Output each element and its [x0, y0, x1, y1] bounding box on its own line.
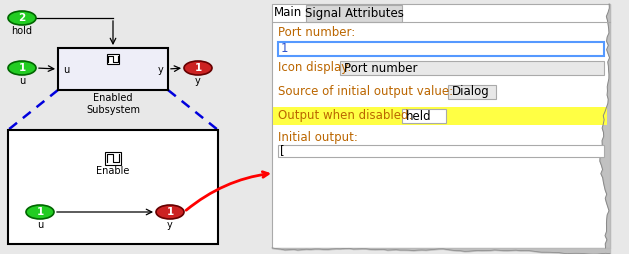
- Text: u: u: [37, 220, 43, 230]
- Bar: [272, 4, 610, 248]
- Text: Enabled
Subsystem: Enabled Subsystem: [86, 93, 140, 115]
- Text: Signal Attributes: Signal Attributes: [304, 7, 403, 20]
- Bar: [402, 109, 446, 123]
- Bar: [306, 5, 402, 22]
- Bar: [105, 151, 121, 165]
- Bar: [273, 107, 607, 125]
- Bar: [278, 145, 604, 157]
- Text: Output when disabled:: Output when disabled:: [278, 109, 413, 122]
- Text: hold: hold: [11, 26, 33, 36]
- Text: Port number:: Port number:: [278, 26, 355, 40]
- Text: y: y: [195, 76, 201, 86]
- Text: held: held: [406, 109, 431, 122]
- Text: u: u: [63, 65, 69, 75]
- Text: Initial output:: Initial output:: [278, 132, 358, 145]
- Ellipse shape: [8, 11, 36, 25]
- Text: Enable: Enable: [96, 166, 130, 176]
- Ellipse shape: [156, 205, 184, 219]
- Ellipse shape: [26, 205, 54, 219]
- Text: 1: 1: [194, 63, 202, 73]
- Text: u: u: [19, 76, 25, 86]
- Bar: [340, 61, 604, 75]
- Text: Dialog: Dialog: [452, 86, 490, 99]
- Text: Port number: Port number: [344, 61, 418, 74]
- Bar: [107, 54, 119, 64]
- Text: y: y: [167, 220, 173, 230]
- Ellipse shape: [184, 61, 212, 75]
- Bar: [448, 85, 496, 99]
- Text: 1: 1: [167, 207, 174, 217]
- Bar: [58, 48, 168, 90]
- Text: Source of initial output value:: Source of initial output value:: [278, 86, 453, 99]
- Bar: [278, 42, 604, 56]
- Bar: [8, 130, 218, 244]
- Text: Main: Main: [274, 7, 302, 20]
- Text: [: [: [280, 145, 285, 157]
- Text: 1: 1: [36, 207, 43, 217]
- Text: y: y: [157, 65, 163, 75]
- Text: 1: 1: [281, 42, 289, 56]
- Ellipse shape: [8, 61, 36, 75]
- Text: 2: 2: [18, 13, 26, 23]
- Text: 1: 1: [18, 63, 26, 73]
- Text: Icon display:: Icon display:: [278, 61, 352, 74]
